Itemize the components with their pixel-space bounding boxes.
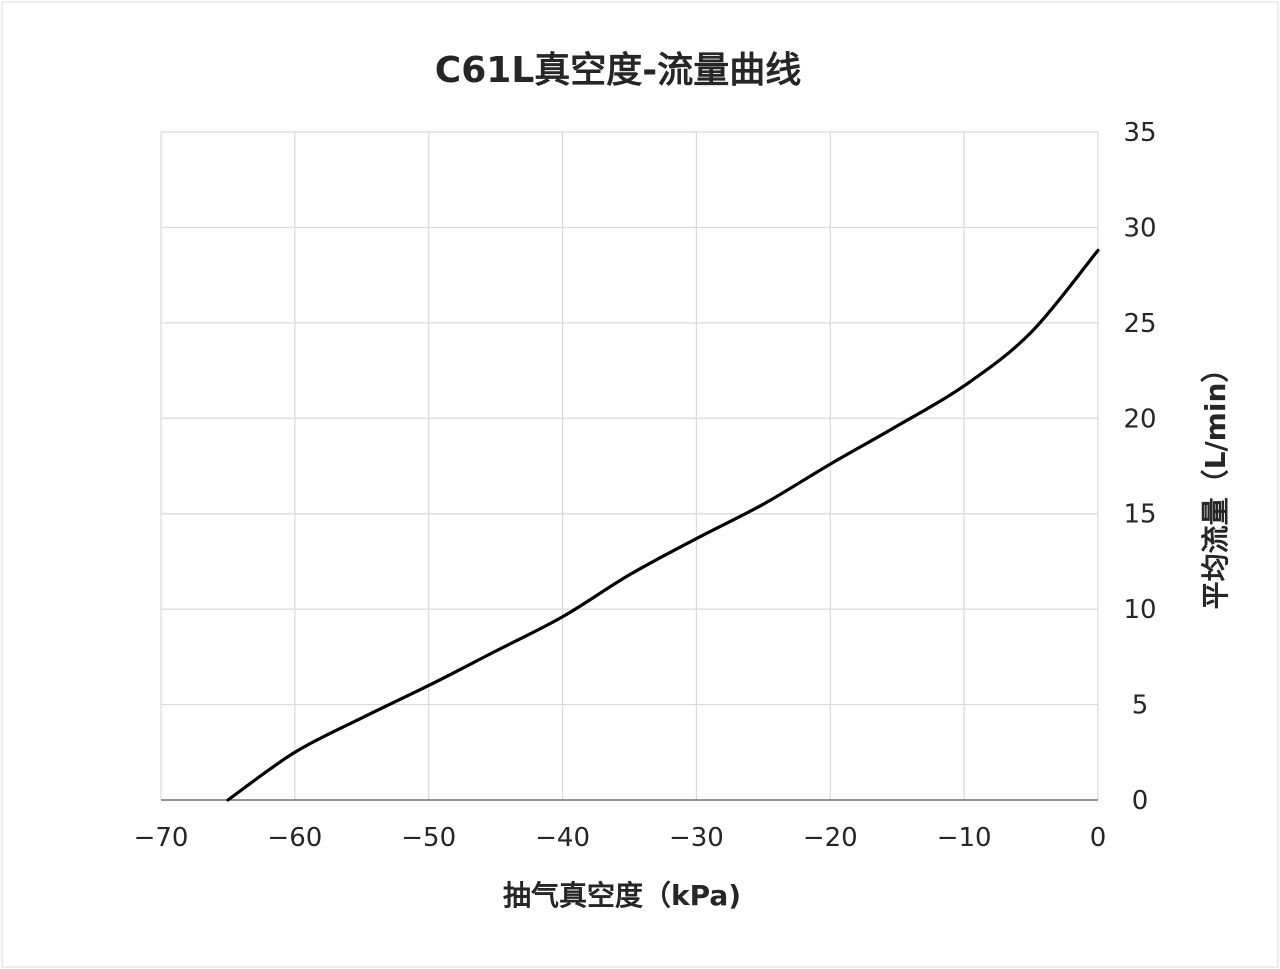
x-tick-label: −30 [669, 823, 724, 853]
x-tick-label: −70 [134, 823, 189, 853]
y-tick-label: 25 [1123, 309, 1156, 339]
y-axis-label: 平均流量（L/min） [1199, 355, 1232, 610]
x-tick-label: 0 [1090, 823, 1107, 853]
x-tick-label: −20 [803, 823, 858, 853]
chart-title: C61L真空度-流量曲线 [435, 50, 801, 91]
y-tick-label: 5 [1132, 691, 1149, 721]
series-layer [226, 248, 1100, 802]
x-tick-label: −60 [267, 823, 322, 853]
x-tick-labels: −70 −60 −50 −40 −30 −20 −10 0 [134, 823, 1107, 853]
y-tick-label: 35 [1123, 118, 1156, 148]
y-tick-label: 20 [1123, 404, 1156, 434]
y-tick-label: 30 [1123, 213, 1156, 243]
y-tick-labels: 0 5 10 15 20 25 30 35 [1123, 118, 1156, 816]
x-tick-label: −50 [401, 823, 456, 853]
x-tick-label: −10 [937, 823, 992, 853]
grid-layer [160, 131, 1099, 801]
x-axis-label: 抽气真空度（kPa) [503, 879, 741, 912]
y-tick-label: 15 [1123, 500, 1156, 530]
series-line [226, 248, 1100, 802]
y-tick-label: 0 [1132, 786, 1149, 816]
y-tick-label: 10 [1123, 595, 1156, 625]
x-tick-label: −40 [535, 823, 590, 853]
